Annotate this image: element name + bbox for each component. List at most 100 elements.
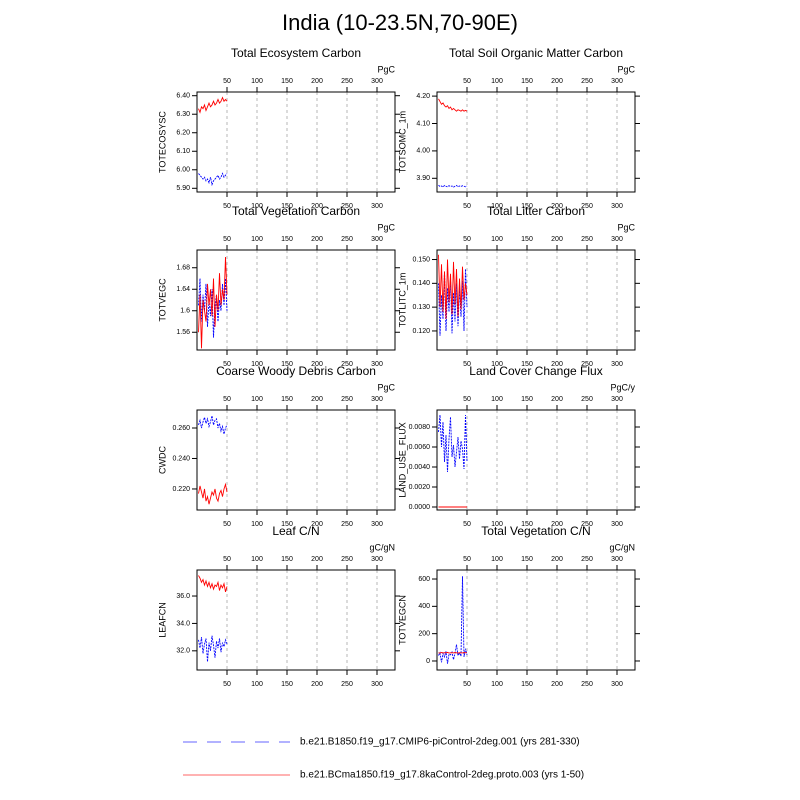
- plot-frame: [436, 91, 636, 193]
- plot-frame: [196, 249, 396, 351]
- x2-tick-label: 250: [341, 78, 353, 85]
- y-tick-label: 0.140: [412, 280, 430, 287]
- series-line: [438, 254, 468, 320]
- y-tick-label: 0.260: [172, 425, 190, 432]
- y-tick-label: 4.10: [416, 120, 430, 127]
- y-axis-label: LAND_USE_FLUX: [397, 422, 407, 498]
- panel-title: Total Vegetation Carbon: [232, 204, 360, 218]
- y-tick-label: 0.0040: [409, 464, 431, 471]
- units-label: PgC: [377, 222, 395, 232]
- plot-frame: [436, 409, 636, 511]
- x-tick-label: 300: [371, 203, 383, 210]
- y-tick-label: 0: [426, 658, 430, 665]
- series-line: [198, 635, 228, 662]
- x-tick-label: 50: [223, 521, 231, 528]
- x-tick-label: 100: [251, 681, 263, 688]
- panel-title: Total Soil Organic Matter Carbon: [449, 46, 623, 60]
- x-tick-label: 150: [281, 521, 293, 528]
- x-tick-label: 250: [581, 361, 593, 368]
- y-tick-label: 400: [418, 603, 430, 610]
- y-tick-label: 6.20: [176, 130, 190, 137]
- series-line: [438, 414, 468, 473]
- x-tick-label: 250: [341, 681, 353, 688]
- x2-tick-label: 50: [463, 236, 471, 243]
- x2-tick-label: 200: [551, 396, 563, 403]
- x2-tick-label: 200: [311, 78, 323, 85]
- x-tick-label: 100: [251, 203, 263, 210]
- y-tick-label: 5.90: [176, 185, 190, 192]
- units-label: PgC: [377, 382, 395, 392]
- panel-title: Total Ecosystem Carbon: [231, 46, 361, 60]
- x-tick-label: 200: [551, 521, 563, 528]
- y-tick-label: 0.120: [412, 328, 430, 335]
- y-tick-label: 6.10: [176, 148, 190, 155]
- plot-frame: [436, 569, 636, 671]
- panel: Total Soil Organic Matter Carbon PgC TOTSO…: [397, 46, 640, 210]
- x-tick-label: 150: [521, 521, 533, 528]
- y-axis-label: TOTLITC_1m: [397, 273, 407, 328]
- series-line: [438, 576, 468, 664]
- x-tick-label: 300: [611, 361, 623, 368]
- x-tick-label: 300: [611, 521, 623, 528]
- x2-tick-label: 50: [463, 556, 471, 563]
- x-tick-label: 250: [341, 203, 353, 210]
- y-tick-label: 6.00: [176, 167, 190, 174]
- x-tick-label: 200: [311, 203, 323, 210]
- x2-tick-label: 200: [551, 78, 563, 85]
- series-line: [198, 482, 228, 505]
- x-tick-label: 200: [551, 203, 563, 210]
- figure-title: India (10-23.5N,70-90E): [282, 10, 518, 35]
- x2-tick-label: 300: [371, 556, 383, 563]
- x2-tick-label: 150: [521, 556, 533, 563]
- x2-tick-label: 200: [311, 236, 323, 243]
- x2-tick-label: 250: [581, 78, 593, 85]
- y-tick-label: 0.0000: [409, 504, 431, 511]
- x2-tick-label: 100: [251, 556, 263, 563]
- series-line: [198, 172, 228, 187]
- legend-label: b.e21.B1850.f19_g17.CMIP6-piControl-2deg…: [300, 737, 580, 748]
- x2-tick-label: 300: [611, 556, 623, 563]
- x-tick-label: 200: [311, 361, 323, 368]
- series-line: [198, 415, 228, 435]
- plot-frame: [436, 249, 636, 351]
- panel: Land Cover Change Flux PgC/y LAND_USE_FLUX…: [397, 364, 640, 528]
- x2-tick-label: 100: [251, 236, 263, 243]
- units-label: PgC: [377, 64, 395, 74]
- x-tick-label: 250: [341, 361, 353, 368]
- x-tick-label: 150: [521, 681, 533, 688]
- y-tick-label: 1.68: [176, 265, 190, 272]
- x-tick-label: 200: [551, 361, 563, 368]
- units-label: gC/gN: [369, 542, 395, 552]
- plot-frame: [196, 409, 396, 511]
- y-tick-label: 0.0060: [409, 444, 431, 451]
- series-line: [438, 98, 468, 112]
- panel: Total Vegetation Carbon PgC TOTVEGC 50 100 15…: [157, 204, 400, 368]
- x-tick-label: 50: [223, 681, 231, 688]
- panel-title: Coarse Woody Debris Carbon: [216, 364, 376, 378]
- x2-tick-label: 50: [463, 396, 471, 403]
- units-label: PgC/y: [610, 382, 635, 392]
- x2-tick-label: 150: [281, 396, 293, 403]
- x2-tick-label: 300: [371, 236, 383, 243]
- panel-title: Land Cover Change Flux: [469, 364, 602, 378]
- panel: Leaf C/N gC/gN LEAFCN 50 100 150 200 250 300 50 10…: [157, 524, 400, 688]
- y-tick-label: 1.64: [176, 286, 190, 293]
- y-axis-label: TOTECOSYSC: [157, 111, 167, 173]
- x2-tick-label: 300: [611, 78, 623, 85]
- x-tick-label: 200: [311, 521, 323, 528]
- y-tick-label: 3.90: [416, 175, 430, 182]
- y-tick-label: 34.0: [176, 620, 190, 627]
- y-tick-label: 1.56: [176, 329, 190, 336]
- panel-title: Total Vegetation C/N: [481, 524, 590, 538]
- x2-tick-label: 150: [521, 396, 533, 403]
- x-tick-label: 250: [581, 203, 593, 210]
- y-tick-label: 0.240: [172, 455, 190, 462]
- series-line: [198, 256, 228, 349]
- series-line: [438, 184, 468, 188]
- y-tick-label: 6.40: [176, 93, 190, 100]
- x2-tick-label: 100: [491, 78, 503, 85]
- x-tick-label: 150: [281, 361, 293, 368]
- x-tick-label: 50: [223, 203, 231, 210]
